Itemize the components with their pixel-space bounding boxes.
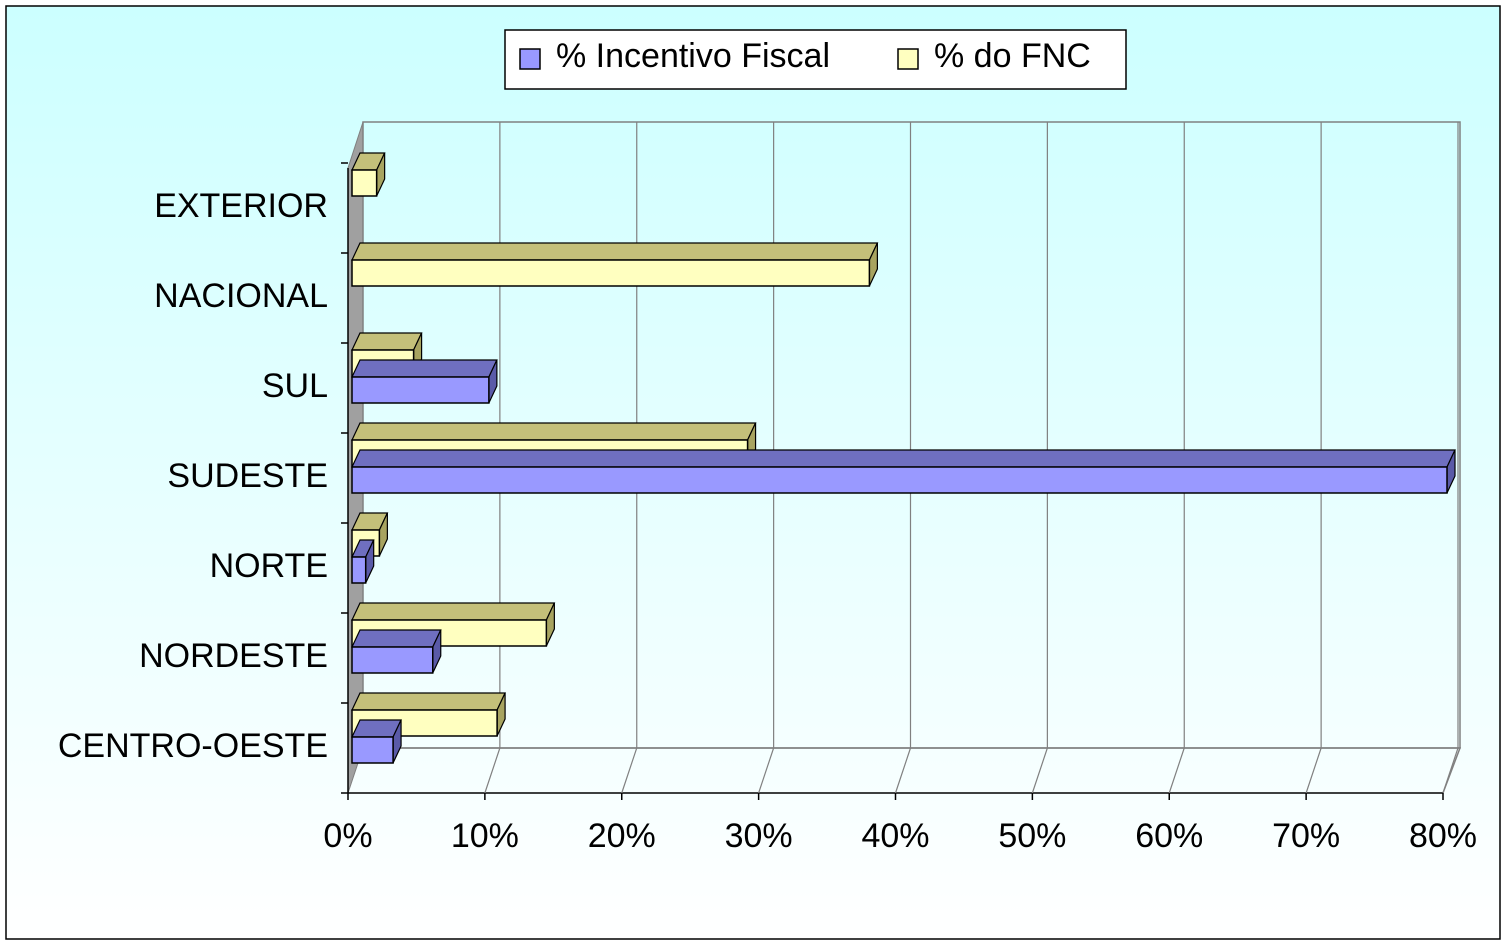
bar-top (351, 332, 423, 351)
x-tick-label: 80% (1409, 817, 1477, 855)
bar-front (351, 259, 871, 287)
x-tick-label: 60% (1135, 817, 1203, 855)
y-tick-label: SUL (262, 367, 328, 405)
bar-front (351, 736, 394, 764)
legend-label: % Incentivo Fiscal (556, 37, 830, 75)
bar-top (351, 629, 442, 648)
y-tick-label: CENTRO-OESTE (58, 727, 328, 765)
grid-line (1168, 747, 1185, 794)
x-tick-label: 30% (725, 817, 793, 855)
bar (351, 539, 375, 584)
y-tick-label: SUDESTE (167, 457, 328, 495)
bar-front (351, 556, 367, 584)
bar-top (351, 449, 1456, 468)
y-tick-label: NACIONAL (154, 277, 328, 315)
bar-top (351, 422, 757, 441)
bar-front (351, 169, 378, 197)
grid-line (1031, 747, 1048, 794)
bar (351, 629, 442, 674)
bar (351, 719, 403, 764)
x-tick-label: 0% (323, 817, 372, 855)
bar-front (351, 646, 434, 674)
bar-top (351, 359, 498, 378)
bar (351, 242, 879, 287)
grid-line (758, 747, 775, 794)
bar-front (351, 376, 490, 404)
legend: % Incentivo Fiscal % do FNC (504, 29, 1127, 90)
legend-swatch (897, 48, 919, 70)
legend-swatch (519, 48, 541, 70)
bar-top (351, 242, 879, 261)
x-tick-label: 20% (588, 817, 656, 855)
x-tick-label: 10% (451, 817, 519, 855)
grid-line (1442, 747, 1459, 794)
bar-front (351, 466, 1448, 494)
bar-top (351, 692, 507, 711)
bar (351, 359, 498, 404)
bar (351, 449, 1456, 494)
grid-line (1305, 747, 1322, 794)
bar-top (351, 602, 556, 621)
y-tick-label: NORDESTE (139, 637, 328, 675)
grid-line (894, 747, 912, 794)
x-tick-label: 40% (861, 817, 929, 855)
x-tick-label: 70% (1272, 817, 1340, 855)
grid-line (621, 747, 638, 794)
legend-box (504, 29, 1127, 90)
bar (351, 152, 386, 197)
y-tick-label: NORTE (210, 547, 328, 585)
x-tick-label: 50% (998, 817, 1066, 855)
y-tick-label: EXTERIOR (154, 187, 328, 225)
legend-label: % do FNC (934, 37, 1091, 75)
grid-line (484, 747, 501, 794)
